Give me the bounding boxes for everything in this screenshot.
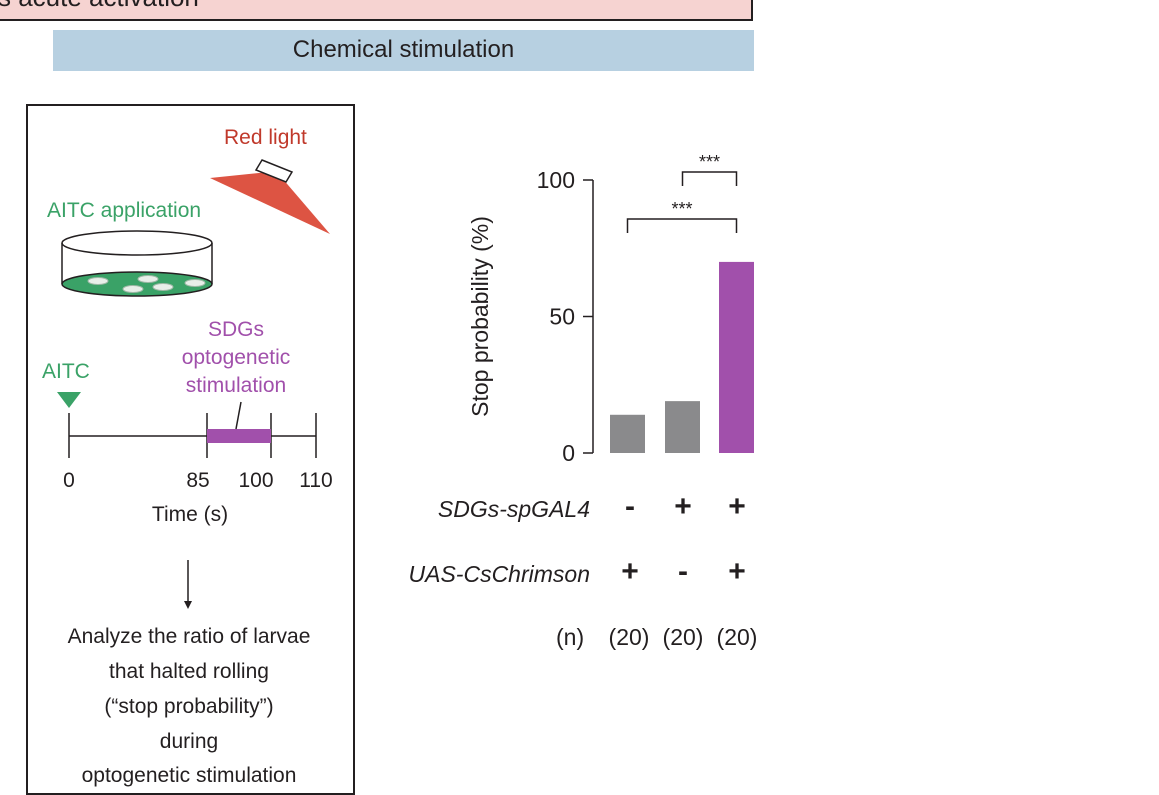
n-value: (20) xyxy=(662,624,704,650)
aitc-application-label: AITC application xyxy=(47,199,202,222)
bar xyxy=(719,261,754,453)
significance-label: *** xyxy=(671,199,692,219)
analysis-line: optogenetic stimulation xyxy=(81,764,297,787)
genotype-row2-sign: + xyxy=(728,555,746,588)
stimulation-label-line3: stimulation xyxy=(185,374,287,397)
bar xyxy=(610,414,645,453)
down-arrow-head-icon xyxy=(184,601,192,609)
schematic-panel xyxy=(26,104,355,795)
chemical-stimulation-banner: Chemical stimulation xyxy=(53,30,754,71)
bar xyxy=(665,401,700,453)
genotype-row1-sign: + xyxy=(674,490,692,523)
analysis-line: Analyze the ratio of larvae xyxy=(67,625,311,648)
y-tick-label: 50 xyxy=(549,304,575,330)
stimulation-period-bar xyxy=(207,429,271,443)
timeline-tick-label: 0 xyxy=(63,469,75,492)
dish-rim-icon xyxy=(61,230,213,256)
genotype-row2-label: UAS-CsChrimson xyxy=(408,561,590,587)
larvae-icons xyxy=(87,275,206,293)
n-value: (20) xyxy=(608,624,650,650)
stimulation-pointer xyxy=(235,401,242,430)
stimulation-label-line1: SDGs xyxy=(207,318,264,341)
significance-bracket xyxy=(626,218,738,233)
timeline-tick-label: 110 xyxy=(299,469,333,492)
aitc-marker-label: AITC xyxy=(42,360,90,383)
significance-bracket xyxy=(681,171,738,186)
light-source-icon xyxy=(254,159,294,183)
top-banner: s acute activation xyxy=(0,0,753,21)
genotype-row2-sign: - xyxy=(678,555,688,588)
y-axis-label: Stop probability (%) xyxy=(467,216,493,417)
analysis-line: that halted rolling xyxy=(109,660,269,683)
y-tick-label: 0 xyxy=(562,440,575,466)
stimulation-label-line2: optogenetic xyxy=(181,346,291,369)
n-value: (20) xyxy=(716,624,758,650)
analysis-line: during xyxy=(159,730,219,753)
genotype-row1-sign: - xyxy=(625,490,635,523)
top-banner-text: s acute activation xyxy=(0,0,199,13)
timeline-tick-label: 85 xyxy=(186,469,210,492)
timeline-tick-label: 100 xyxy=(238,469,274,492)
y-tick-label: 100 xyxy=(537,167,575,193)
genotype-row1-sign: + xyxy=(728,490,746,523)
stop-probability-chart: 0 50 100 Stop probability (%) *** *** xyxy=(467,152,754,466)
timeline-axis-label: Time (s) xyxy=(151,503,229,526)
red-light-beam xyxy=(210,172,330,234)
analysis-line: (“stop probability”) xyxy=(104,695,274,718)
genotype-row2-sign: + xyxy=(621,555,639,588)
red-light-label: Red light xyxy=(224,126,307,149)
aitc-marker-icon xyxy=(57,392,81,408)
n-label: (n) xyxy=(556,624,585,650)
significance-label: *** xyxy=(699,152,720,172)
genotype-row1-label: SDGs-spGAL4 xyxy=(437,496,590,522)
